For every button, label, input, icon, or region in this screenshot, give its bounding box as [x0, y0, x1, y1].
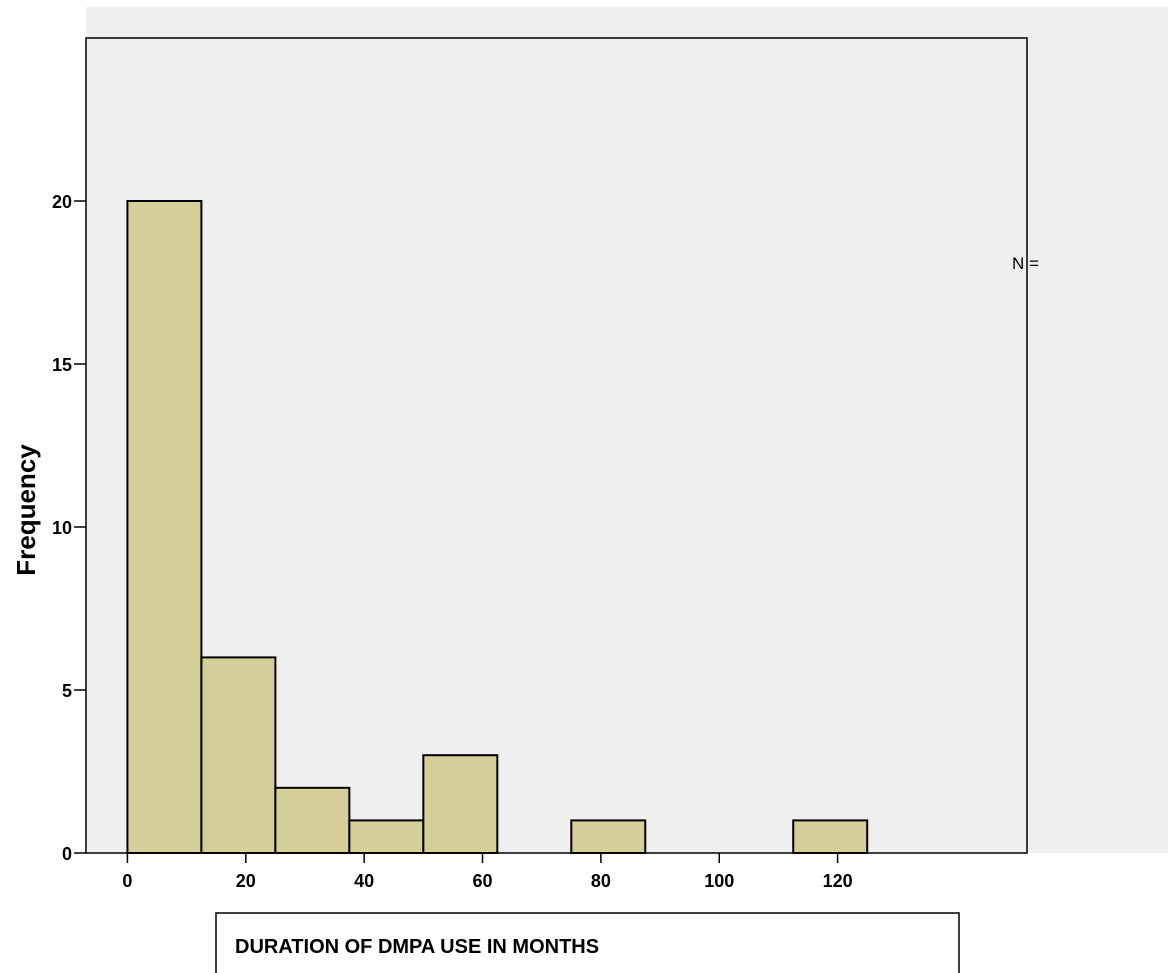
x-tick-label-20: 20 — [236, 871, 256, 891]
x-tick-label-0: 0 — [122, 871, 132, 891]
y-tick-label-5: 5 — [62, 681, 72, 701]
histogram-bar-1 — [200, 656, 277, 855]
axes-layer: 0 5 10 15 20 0 20 40 60 80 100 120 — [52, 192, 853, 891]
x-tick-label-60: 60 — [473, 871, 493, 891]
x-axis-title: DURATION OF DMPA USE IN MONTHS — [235, 936, 599, 958]
histogram-bar-9 — [792, 819, 869, 855]
y-tick-label-10: 10 — [52, 518, 72, 538]
legend-n-label: N = — [1012, 254, 1039, 273]
histogram-bar-4 — [422, 754, 499, 855]
histogram-bar-0 — [126, 200, 203, 854]
histogram-bar-6 — [570, 819, 647, 855]
x-tick-label-40: 40 — [354, 871, 374, 891]
histogram-bar-2 — [274, 786, 351, 854]
y-tick-label-0: 0 — [62, 844, 72, 864]
histogram-bar-3 — [348, 819, 425, 855]
x-tick-label-100: 100 — [704, 871, 734, 891]
bars-layer — [126, 200, 869, 855]
x-tick-label-120: 120 — [823, 871, 853, 891]
y-axis-title: Frequency — [11, 444, 41, 576]
y-tick-label-20: 20 — [52, 192, 72, 212]
x-axis-title-box — [215, 912, 960, 973]
x-tick-label-80: 80 — [591, 871, 611, 891]
y-tick-label-15: 15 — [52, 355, 72, 375]
